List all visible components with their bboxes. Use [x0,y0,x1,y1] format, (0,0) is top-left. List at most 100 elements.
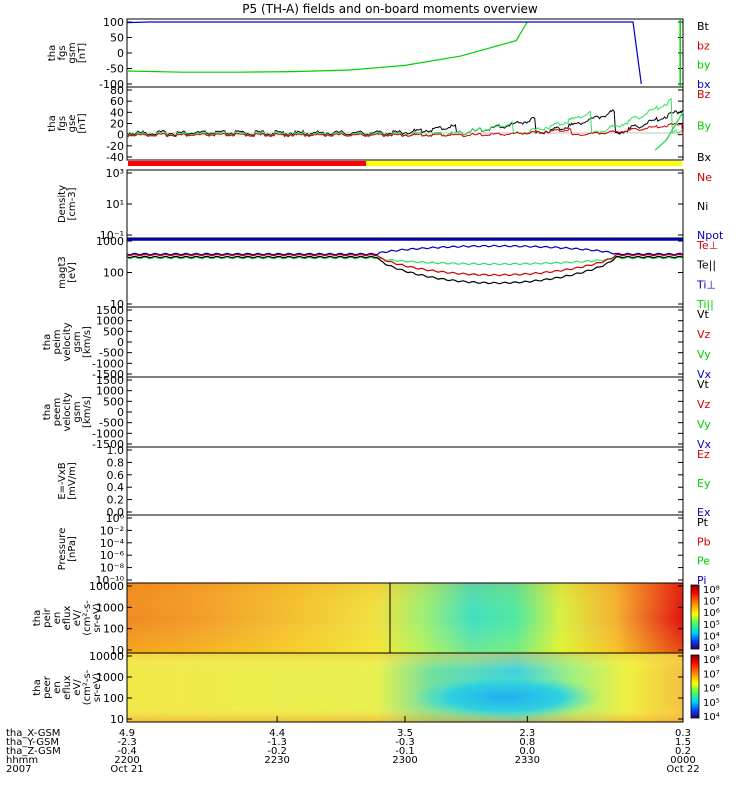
ylabel-line: peim [52,329,63,354]
ytick-label: 1000 [96,671,124,684]
ylabel-line: E=-VxB [57,462,68,499]
xaxis-value: 3.5 [397,728,413,739]
ytick-label: -1000 [92,357,124,370]
ylabel-line: fgs [57,116,68,131]
legend-vt: Vt [697,378,710,391]
series-by-tail [654,111,684,151]
ylabel-peer_eflux: tha peer en eflux eV/(cm²-s-sr-eV) [32,669,103,705]
colorbar-peer_eflux [690,654,700,719]
panel-temperature: 1000 100 10 magt3 [eV] Te⊥ Te|| Ti⊥ Ti|| [57,235,718,311]
ylabel-temperature: magt3 [eV] [57,256,78,289]
ytick-label: -500 [99,417,124,430]
panel-efield: 1.00.80.60.40.20.0 E=-VxB [mV/m] Ez Ey Ex [57,444,711,519]
xaxis-value: 1.5 [675,737,691,748]
legend-bx: bx [697,78,711,91]
colorbar-tick: 10⁵ [703,620,720,631]
colorbar-tick: 10⁶ [703,684,720,695]
ylabel-line: tha [47,45,58,61]
panel-frame [126,514,684,584]
xaxis-value: -1.3 [267,737,287,748]
legend-pi: Pi [697,574,706,587]
ylabel-peim_velocity: tha peim velocity gsm [km/s] [42,322,93,361]
ylabel-line: tha [47,115,58,131]
ylabel-line: (cm²-s- [82,600,93,636]
legend-ne: Ne [697,171,712,184]
ytick-label: 10⁻¹ [100,229,124,242]
panel-frame [126,18,684,88]
ytick-label: 20 [110,118,124,131]
legend-vz: Vz [697,328,711,341]
panel-frame [126,376,684,448]
ytick-label: 10⁻² [100,524,124,537]
ytick-label: -1000 [92,427,124,440]
xaxis-value: 0.3 [675,728,691,739]
series-ti-perp [126,244,684,256]
ylabel-line: gsm [72,331,83,352]
ytick-label: 60 [110,95,124,108]
legend-pb: Pb [697,535,711,548]
ylabel-line: sr-eV) [92,603,103,632]
panel-density: 10³ 10¹ 10⁻¹ Density [cm-3] Ne Ni Npot [57,167,724,242]
ytick-label: 100 [103,16,124,29]
ylabel-fgs_gsm: tha fgs gsm [nT] [47,42,88,63]
ylabel-line: [cm-3] [67,187,78,220]
ylabel-line: peem [52,398,63,426]
ytick-label: 100 [103,623,124,636]
ytick-label: 0 [117,129,124,142]
ylabel-peem_velocity: tha peem velocity gsm [km/s] [42,392,93,431]
ylabel-line: velocity [62,322,73,361]
colorbar-tick: 10⁷ [703,597,720,608]
data-layer [126,19,684,285]
legend-bt: Bt [697,20,710,33]
ytick-label: 1000 [96,315,124,328]
ytick-label: 100 [103,692,124,705]
ylabel-efield: E=-VxB [mV/m] [57,462,78,500]
ylabel-line: [km/s] [82,396,93,428]
ytick-label: 0 [117,336,124,349]
ytick-label: 10¹ [106,198,124,211]
ytick-label: 1500 [96,304,124,317]
ylabel-line: [nT] [77,43,88,63]
xaxis-value: -0.3 [395,737,415,748]
ytick-label: 80 [110,84,124,97]
ylabel-line: [mV/m] [67,462,78,500]
ylabel-line: gsm [72,401,83,422]
xaxis-row-label: tha_X-GSM [6,728,60,739]
ytick-label: 10⁻⁶ [100,549,125,562]
xaxis-value: -0.1 [395,746,415,757]
ytick-label: 1000 [96,235,124,248]
ylabel-line: velocity [62,392,73,431]
ylabel-line: tha [42,404,53,420]
legend-vt: Vt [697,308,710,321]
ylabel-line: eflux [62,675,73,700]
panel-peer_eflux: 10⁸ 10⁷ 10⁶ 10⁵ 10⁴ 10000 1000 100 10 tha peer en ef… [32,650,720,726]
xaxis-value: 2230 [264,755,289,766]
ytick-label: 500 [103,395,124,408]
legend-bz: Bz [697,88,711,101]
colorbar-tick: 10⁶ [703,608,720,619]
ylabel-line: eV/ [72,609,83,626]
ylabel-line: magt3 [57,256,68,289]
legend-ti||: Ti|| [696,298,714,311]
ylabel-line: gsm [67,42,78,63]
legend-ti⊥: Ti⊥ [696,278,716,291]
xaxis-row-label: hhmm [6,755,38,766]
legend-bx: Bx [697,151,712,164]
legend-by: by [697,59,711,72]
ylabel-density: Density [cm-3] [57,185,78,223]
legend-ez: Ez [697,448,710,461]
ytick-label: 10 [110,644,124,657]
ytick-label: -50 [106,63,124,76]
series-te-par [126,255,684,285]
series-bx [126,109,684,137]
legend-ni: Ni [697,200,708,213]
ylabel-line: peir [42,607,53,627]
ylabel-peir_eflux: tha peir en eflux eV/(cm²-s-sr-eV) [32,600,103,636]
legend-vx: Vx [697,438,712,451]
ylabel-line: [nT] [77,113,88,133]
legend-te||: Te|| [696,259,716,272]
